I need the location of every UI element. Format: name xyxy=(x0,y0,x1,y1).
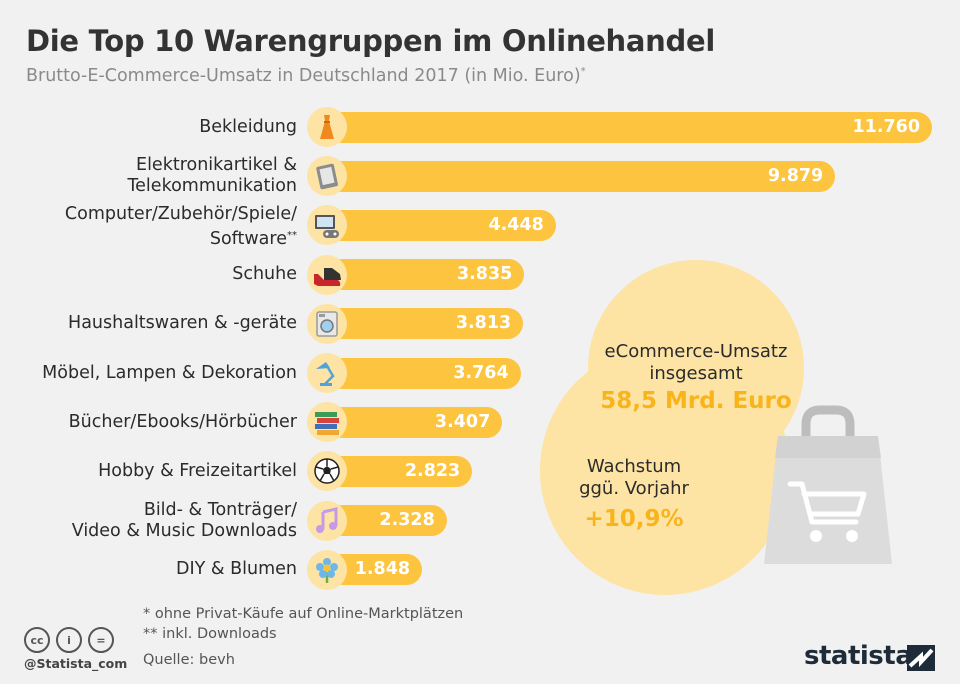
bar-2 xyxy=(327,160,836,192)
footnote-1: * ohne Privat-Käufe auf Online-Marktplät… xyxy=(143,606,464,622)
bar-6 xyxy=(327,357,521,389)
bar-value-label: 3.407 xyxy=(434,411,491,432)
bar-value-label: 3.835 xyxy=(456,264,513,285)
flower-icon xyxy=(307,549,347,590)
nd-icon: = xyxy=(88,627,114,653)
category-label: DIY & Blumen xyxy=(176,559,297,580)
category-label: Hobby & Freizeitartikel xyxy=(98,460,297,481)
statista-logo-text: statista xyxy=(804,641,913,671)
bar-value-label: 9.879 xyxy=(767,165,824,186)
shoe-icon xyxy=(307,254,347,295)
category-label: Bücher/Ebooks/Hörbücher xyxy=(68,411,297,432)
books-icon xyxy=(307,402,347,443)
shopping-bag-cart-icon xyxy=(764,405,892,564)
gaming-icon xyxy=(307,205,347,246)
license-icons: cc i = xyxy=(24,627,114,653)
washing-machine-icon xyxy=(307,303,347,344)
by-icon: i xyxy=(56,627,82,653)
cc-icon: cc xyxy=(24,627,50,653)
bar-value-label: 1.848 xyxy=(354,559,411,580)
bar-3 xyxy=(327,209,556,241)
bar-1 xyxy=(327,111,932,143)
growth-label: Wachstum ggü. Vorjahr xyxy=(579,456,689,499)
soccer-ball-icon xyxy=(307,451,347,492)
dress-icon xyxy=(307,107,347,147)
growth-bubble-circle xyxy=(540,345,790,595)
lamp-icon xyxy=(307,353,347,393)
chart-subtitle: Brutto-E-Commerce-Umsatz in Deutschland … xyxy=(26,66,586,86)
category-label: Bekleidung xyxy=(199,116,297,137)
tablet-icon xyxy=(307,156,347,197)
bar-value-label: 3.813 xyxy=(455,313,512,334)
bar-value-label: 11.760 xyxy=(852,116,920,137)
footnote-2: ** inkl. Downloads xyxy=(143,626,277,642)
bar-5 xyxy=(327,308,524,340)
chart-title: Die Top 10 Warengruppen im Onlinehandel xyxy=(26,24,715,58)
total-label: eCommerce-Umsatz insgesamt xyxy=(604,341,788,384)
category-label: Haushaltswaren & -geräte xyxy=(68,313,297,334)
source-note: Quelle: bevh xyxy=(143,652,235,668)
bar-value-label: 2.823 xyxy=(404,460,461,481)
statista-logo-icon xyxy=(907,645,935,671)
category-label: Möbel, Lampen & Dekoration xyxy=(42,362,297,383)
bar-value-label: 4.448 xyxy=(488,214,544,235)
category-label: Schuhe xyxy=(232,264,297,285)
bar-8 xyxy=(327,455,473,487)
growth-value: +10,9% xyxy=(584,506,684,532)
bar-value-label: 2.328 xyxy=(379,510,435,531)
callout-bubble xyxy=(540,260,804,595)
twitter-handle[interactable]: @Statista_com xyxy=(24,656,128,671)
bar-4 xyxy=(327,259,525,291)
music-note-icon xyxy=(307,500,347,541)
category-label: Bild- & Tonträger/Video & Music Download… xyxy=(71,499,297,541)
total-value: 58,5 Mrd. Euro xyxy=(600,388,792,414)
category-label: Computer/Zubehör/Spiele/Software** xyxy=(64,204,297,250)
bar-7 xyxy=(327,406,503,438)
category-label: Elektronikartikel & Telekommunikation xyxy=(127,155,297,197)
bar-value-label: 3.764 xyxy=(453,362,509,383)
